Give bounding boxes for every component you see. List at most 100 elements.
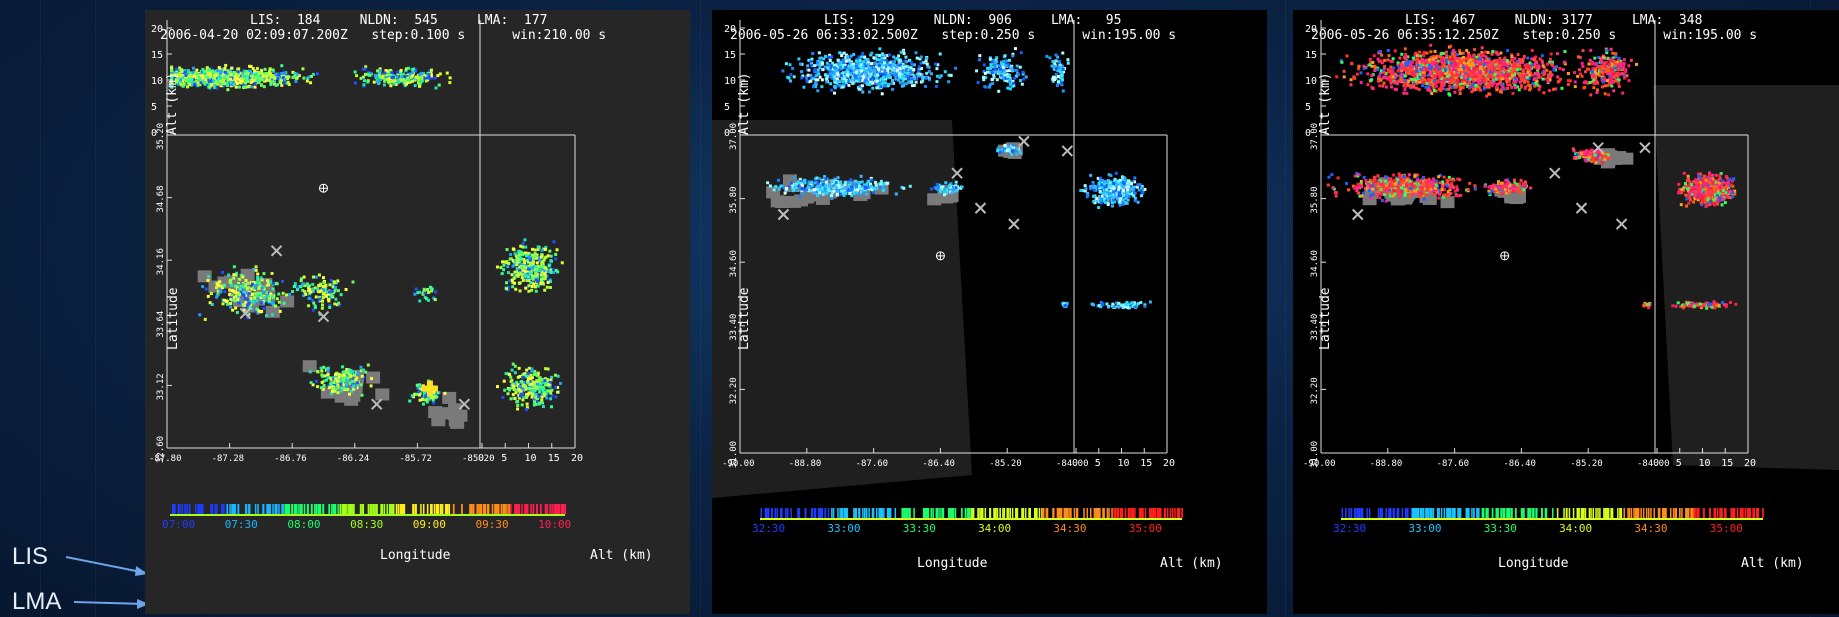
lma-point — [789, 73, 793, 77]
lma-point — [336, 279, 340, 283]
lma-time-stripe — [337, 504, 339, 514]
lma-point — [388, 75, 392, 79]
lma-point — [432, 296, 436, 300]
lma-time-stripe — [1144, 508, 1147, 518]
lma-point — [533, 393, 537, 397]
lma-point — [858, 63, 862, 67]
lma-time-stripe — [853, 508, 855, 518]
lma-point — [865, 182, 869, 186]
lma-point — [247, 292, 251, 296]
lma-point — [368, 73, 372, 77]
lma-point — [183, 76, 187, 80]
lma-point — [827, 188, 831, 192]
lma-point — [994, 58, 998, 62]
lma-point — [947, 73, 951, 77]
lma-point — [866, 69, 870, 73]
lma-point — [939, 185, 943, 189]
lma-point — [1008, 83, 1012, 87]
lma-point — [859, 174, 863, 178]
lma-point — [1059, 76, 1063, 80]
lma-point — [264, 291, 268, 295]
lma-point — [856, 69, 860, 73]
lma-point — [825, 61, 829, 65]
lma-point — [543, 266, 547, 270]
lma-point — [539, 383, 543, 387]
lis-event-marker — [421, 380, 438, 397]
lma-point — [866, 185, 870, 189]
lma-point — [430, 289, 434, 293]
lma-point — [1100, 194, 1104, 198]
time-tick-label: 08:00 — [287, 518, 320, 531]
lma-point — [1137, 188, 1141, 192]
lma-point — [528, 256, 532, 260]
lma-point — [510, 378, 514, 382]
lma-point — [828, 72, 832, 76]
lma-point — [264, 74, 268, 78]
lma-point — [879, 67, 883, 71]
lma-time-stripe — [1151, 508, 1153, 518]
lma-point — [1056, 74, 1060, 78]
lma-point — [200, 71, 204, 75]
lma-point — [329, 381, 333, 385]
lma-point — [1098, 186, 1102, 190]
top-alt-tick-label: 20 — [151, 24, 163, 35]
lma-point — [355, 74, 359, 78]
lma-point — [823, 190, 827, 194]
lma-point — [333, 302, 337, 306]
lma-point — [992, 75, 996, 79]
lma-point — [849, 72, 853, 76]
lma-point — [894, 77, 898, 81]
lma-point — [249, 281, 253, 285]
lma-point — [405, 82, 409, 86]
lma-point — [516, 260, 520, 264]
lma-point — [302, 76, 306, 80]
lma-point — [515, 271, 519, 275]
lma-point — [347, 392, 351, 396]
lma-point — [536, 247, 540, 251]
lma-point — [513, 396, 517, 400]
lma-point — [257, 80, 261, 84]
lma-point — [920, 73, 924, 77]
lma-point — [240, 77, 244, 81]
lma-point — [418, 73, 422, 77]
lma-point — [536, 245, 540, 249]
lma-point — [339, 389, 343, 393]
lma-point — [362, 83, 366, 87]
lma-point — [1124, 303, 1128, 307]
lma-point — [269, 280, 273, 284]
lma-point — [787, 185, 791, 189]
lma-time-stripe — [232, 504, 234, 514]
lma-point — [518, 374, 522, 378]
lma-time-stripe — [381, 504, 383, 514]
lma-point — [215, 293, 219, 297]
lma-point — [242, 294, 246, 298]
lma-point — [511, 362, 515, 366]
lma-time-stripe — [1158, 508, 1161, 518]
lma-point — [810, 180, 814, 184]
top-alt-tick-label: 20 — [724, 24, 736, 35]
lma-point — [267, 296, 271, 300]
lma-point — [982, 75, 986, 79]
lma-point — [424, 391, 428, 395]
lma-point — [791, 186, 795, 190]
top-alt-tick-label: 5 — [724, 102, 730, 113]
lma-point — [527, 279, 531, 283]
lma-point — [925, 71, 929, 75]
lma-point — [942, 193, 946, 197]
lma-point — [525, 405, 529, 409]
lma-point — [882, 66, 886, 70]
time-tick-label: 08:30 — [350, 518, 383, 531]
lon-tick-label: -85.72 — [399, 454, 432, 464]
lma-point — [308, 288, 312, 292]
lma-point — [825, 77, 829, 81]
lma-point — [429, 68, 433, 72]
lma-point — [1099, 198, 1103, 202]
lma-time-stripe — [558, 504, 560, 514]
lma-point — [337, 372, 341, 376]
lma-time-stripe — [1103, 508, 1105, 518]
lma-point — [1114, 171, 1118, 175]
lma-point — [868, 70, 872, 74]
lma-point — [505, 287, 509, 291]
lma-point — [530, 258, 534, 262]
lma-point — [1081, 189, 1085, 193]
